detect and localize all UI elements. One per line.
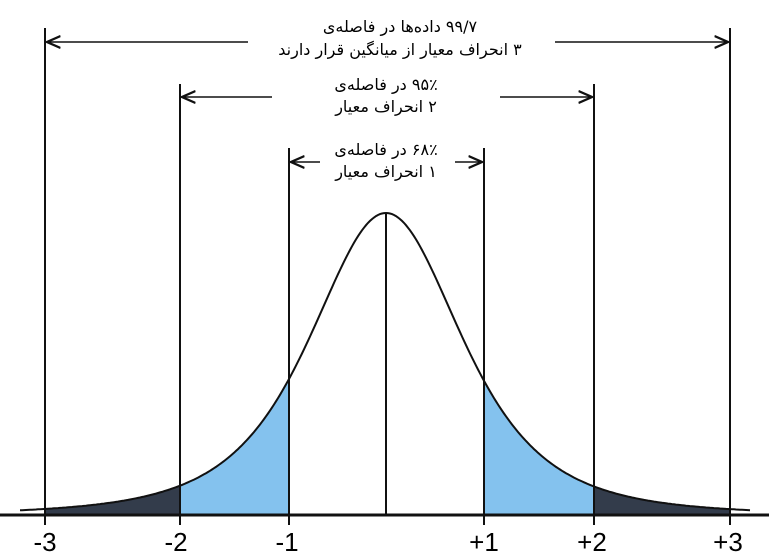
axis-labels: -3 -2 -1 +1 +2 +3 [33, 527, 742, 557]
annotation-line: ۱ انحراف معیار [334, 162, 437, 182]
annotation-line: ۹۵٪ در فاصله‌ی [334, 75, 437, 95]
axis-label: +2 [577, 527, 607, 557]
shaded-region [594, 486, 730, 515]
annotations: ۹۹/۷ داده‌ها در فاصله‌ی ۳ انحراف معیار ا… [278, 17, 522, 182]
annotation-line: ۹۹/۷ داده‌ها در فاصله‌ی [323, 17, 478, 37]
arrows [47, 42, 728, 162]
axis-label: +3 [713, 527, 743, 557]
sd-lines [44, 28, 731, 525]
shaded-region [45, 485, 180, 515]
annotation-line: ۲ انحراف معیار [334, 97, 437, 117]
annotation-line: ۳ انحراف معیار از میانگین قرار دارند [278, 40, 522, 60]
axis-label: -2 [164, 527, 187, 557]
shaded-region [484, 380, 594, 515]
axis-label: -3 [33, 527, 56, 557]
shaded-regions [45, 378, 730, 515]
annotation-line: ۶۸٪ در فاصله‌ی [334, 140, 437, 160]
axis-label: -1 [275, 527, 298, 557]
shaded-region [180, 378, 289, 515]
axis-label: +1 [469, 527, 499, 557]
